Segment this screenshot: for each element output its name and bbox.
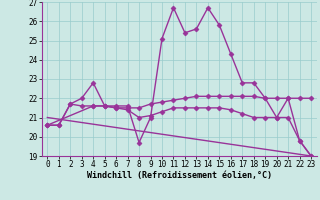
X-axis label: Windchill (Refroidissement éolien,°C): Windchill (Refroidissement éolien,°C) [87, 171, 272, 180]
